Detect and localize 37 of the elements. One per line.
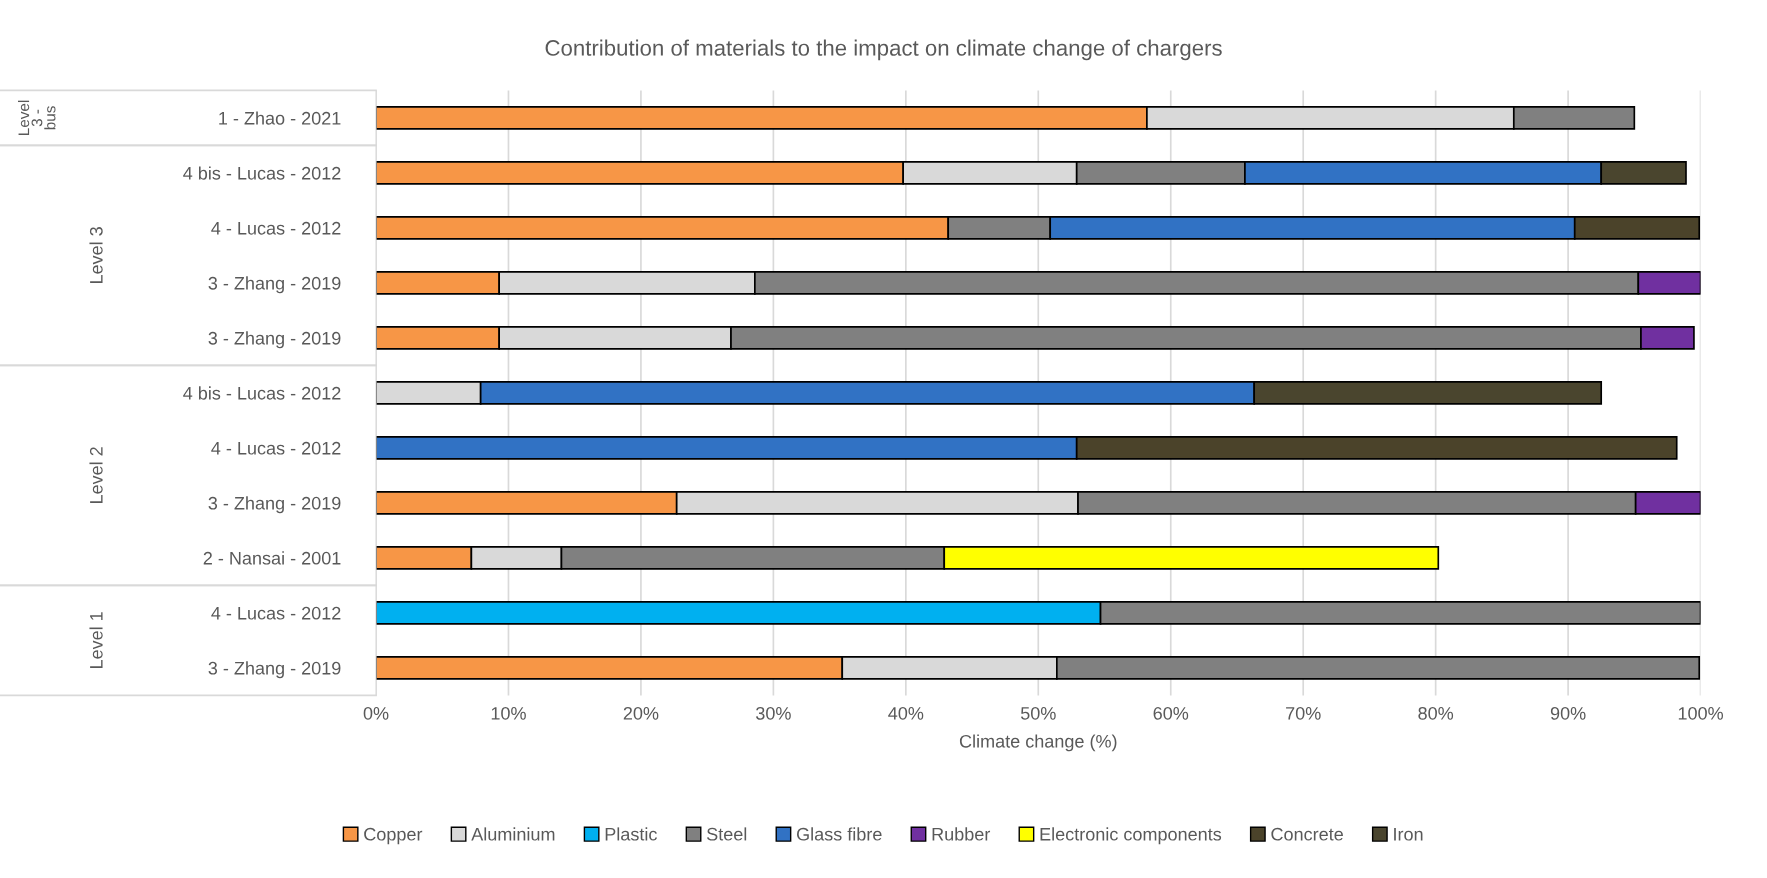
y-tick-label: 4 - Lucas - 2012	[211, 221, 341, 235]
y-tick-label: 3 - Zhang - 2019	[208, 331, 341, 349]
text: Level 1	[89, 612, 103, 669]
y-tick-label: 4 bis - Lucas - 2012	[183, 166, 341, 180]
y-tick-label: 3 - Zhang - 2019	[208, 661, 341, 679]
x-tick-label: 0%	[363, 706, 389, 720]
legend-label: Steel	[707, 827, 747, 841]
y-tick-label: 4 - Lucas - 2012	[211, 441, 341, 455]
legend-label: Plastic	[605, 827, 657, 841]
x-tick-label: 80%	[1418, 706, 1454, 720]
legend-label: Aluminium	[471, 827, 555, 841]
x-axis-title: Climate change (%)	[959, 734, 1117, 752]
y-tick-label: 3 - Zhang - 2019	[208, 276, 341, 294]
legend-label: Glass fibre	[797, 827, 882, 841]
text: Level 3 - bus	[18, 100, 56, 135]
y-tick-label: 4 - Lucas - 2012	[211, 606, 341, 620]
legend-label: Electronic components	[1040, 827, 1222, 845]
x-tick-label: 50%	[1020, 706, 1056, 720]
x-tick-label: 70%	[1286, 706, 1321, 720]
legend-label: Copper	[364, 827, 423, 845]
x-tick-label: 10%	[491, 706, 526, 720]
chart-title: Contribution of materials to the impact on climate change of chargers	[545, 39, 1222, 61]
x-tick-label: 20%	[623, 706, 659, 720]
text: Level 2	[89, 447, 103, 504]
x-tick-label: 90%	[1550, 706, 1586, 720]
x-tick-label: 40%	[888, 706, 924, 720]
y-tick-label: 2 - Nansai - 2001	[203, 551, 341, 565]
y-tick-label: 3 - Zhang - 2019	[208, 496, 341, 514]
x-tick-label: 60%	[1153, 706, 1189, 720]
legend-label: Rubber	[932, 827, 991, 841]
x-tick-label: 30%	[756, 706, 791, 720]
y-tick-label: 4 bis - Lucas - 2012	[183, 386, 341, 400]
legend-label: Iron	[1394, 828, 1423, 841]
y-tick-label: 1 - Zhao - 2021	[219, 111, 341, 125]
x-tick-label: 100%	[1678, 706, 1724, 720]
legend-label: Concrete	[1271, 827, 1343, 841]
text: Level 3	[89, 227, 103, 284]
